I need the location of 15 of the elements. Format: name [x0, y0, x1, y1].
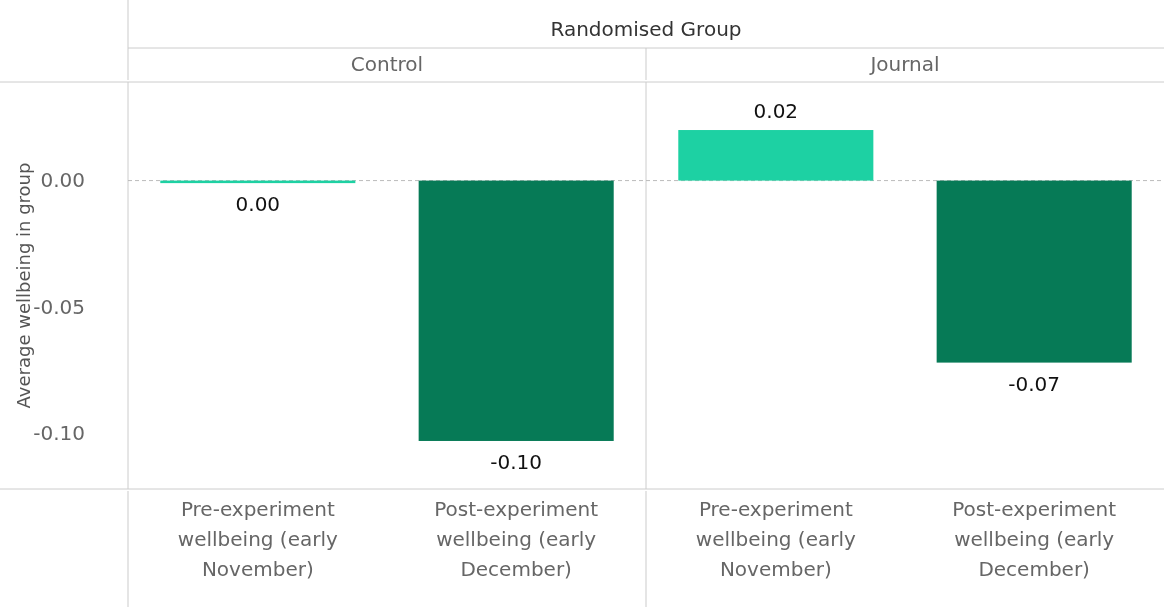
data-label: -0.07: [1008, 371, 1061, 396]
chart-title: Control: [350, 52, 424, 76]
y-tick-label: -0.10: [33, 421, 85, 446]
chart-title: Journal: [868, 52, 940, 76]
x-tick-label: Post-experiment wellbeing (early December): [952, 497, 1117, 581]
x-tick-label: Pre-experiment wellbeing (early November): [695, 497, 856, 581]
x-tick-label: Pre-experiment wellbeing (early November): [177, 497, 338, 581]
data-label: 0.00: [235, 192, 281, 217]
y-axis-title: Average wellbeing in group: [13, 162, 34, 409]
y-tick-label: 0.00: [40, 168, 85, 193]
data-label: -0.10: [490, 449, 543, 474]
y-tick-label: -0.05: [33, 294, 85, 319]
data-label: 0.02: [753, 99, 799, 124]
x-tick-label: Post-experiment wellbeing (early December): [434, 497, 599, 581]
text: Randomised Group: [550, 17, 742, 41]
